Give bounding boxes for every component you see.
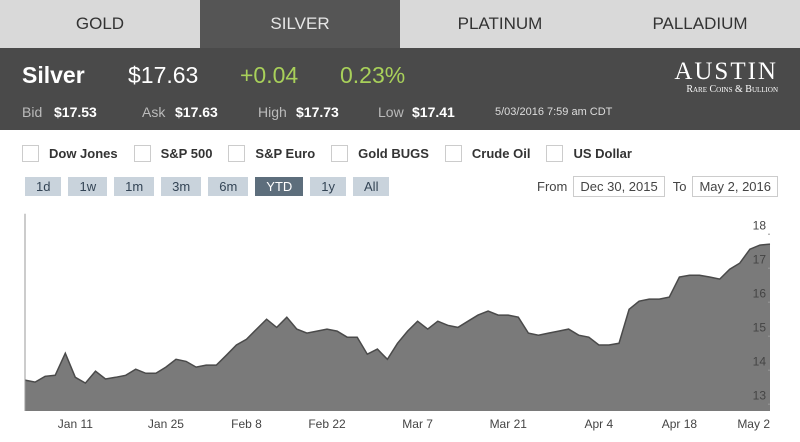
checkbox[interactable] [546,145,564,162]
to-date[interactable]: May 2, 2016 [692,176,778,197]
range-button[interactable]: 1y [310,177,347,196]
compare-label: Gold BUGS [358,146,429,161]
chart: 13 14 15 16 17 18 Jan 11 Jan 25 Feb 8 Feb 22 Mar 7… [24,213,771,431]
range-button[interactable]: All [353,177,390,196]
y-tick-label: 14 [753,354,767,368]
x-tick-label: Jan 25 [148,417,184,431]
x-tick-label: Apr 18 [662,417,698,431]
metal-tab[interactable]: GOLD [75,14,125,33]
range-button[interactable]: 6m [208,177,249,196]
range-buttons: 1d 1w 1m 3m 6m YTD 1y All [25,177,390,196]
timestamp: 5/03/2016 7:59 am CDT [495,106,613,118]
metal-tab[interactable]: PLATINUM [457,14,543,33]
metal-tab[interactable]: SILVER [200,0,400,48]
logo-title: AUSTIN [674,58,778,85]
compare-item[interactable]: Dow Jones [22,145,118,162]
low: $17.41 [412,104,455,120]
x-tick-label: Mar 21 [490,417,528,431]
from-date[interactable]: Dec 30, 2015 [573,176,665,197]
price: $17.63 [128,62,199,88]
date-range: From Dec 30, 2015 To May 2, 2016 [537,176,778,197]
compare-label: Crude Oil [471,146,531,161]
checkbox[interactable] [228,145,246,162]
compare-label: S&P 500 [160,146,213,161]
to-label: To [672,179,687,194]
bid-label: Bid [22,104,43,120]
range-button[interactable]: 1m [114,177,155,196]
logo-subtitle: Rare Coins & Bullion [686,84,778,95]
y-tick-label: 16 [753,286,767,300]
metal-tab[interactable]: PALLADIUM [652,14,748,33]
x-tick-label: Feb 8 [231,417,262,431]
range-button[interactable]: 1d [25,177,62,196]
line [24,243,771,385]
change-pct: 0.23% [340,62,406,88]
y-tick-label: 15 [753,320,767,334]
x-tick-label: Feb 22 [308,417,346,431]
metal-name: Silver [22,62,85,88]
x-tick-label: May 2 [737,417,770,431]
high-label: High [258,104,287,120]
compare-item[interactable]: US Dollar [546,145,632,162]
low-label: Low [378,104,404,120]
y-tick-label: 17 [753,252,767,266]
compare-item[interactable]: S&P 500 [133,145,213,162]
range-button[interactable]: 1w [68,177,108,196]
ask: $17.63 [175,104,218,120]
metal-tabs: GOLD SILVER PLATINUM PALLADIUM [0,0,800,48]
compare-item[interactable]: Gold BUGS [331,145,429,162]
area [25,244,770,411]
quote-header: Silver $17.63 +0.04 0.23% Bid $17.53 Ask… [0,48,800,130]
compare-label: Dow Jones [49,146,118,161]
x-tick-label: Apr 4 [585,417,614,431]
y-tick-label: 18 [753,218,767,232]
compare-item[interactable]: S&P Euro [228,145,315,162]
y-tick-label: 13 [753,388,767,402]
x-tick-label: Mar 7 [402,417,433,431]
from-label: From [537,179,568,194]
range-button[interactable]: YTD [255,177,304,196]
change: +0.04 [240,62,299,88]
high: $17.73 [296,104,339,120]
checkbox[interactable] [133,145,151,162]
checkbox[interactable] [331,145,349,162]
compare-label: S&P Euro [255,146,316,161]
x-tick-label: Jan 11 [58,417,93,431]
ask-label: Ask [142,104,166,120]
compare-list: Dow Jones S&P 500 S&P Euro Gold BUGS Crude O… [22,145,648,162]
compare-label: US Dollar [573,146,632,161]
compare-item[interactable]: Crude Oil [444,145,531,162]
bid: $17.53 [54,104,97,120]
range-button[interactable]: 3m [161,177,202,196]
checkbox[interactable] [22,145,39,162]
checkbox[interactable] [444,145,462,162]
